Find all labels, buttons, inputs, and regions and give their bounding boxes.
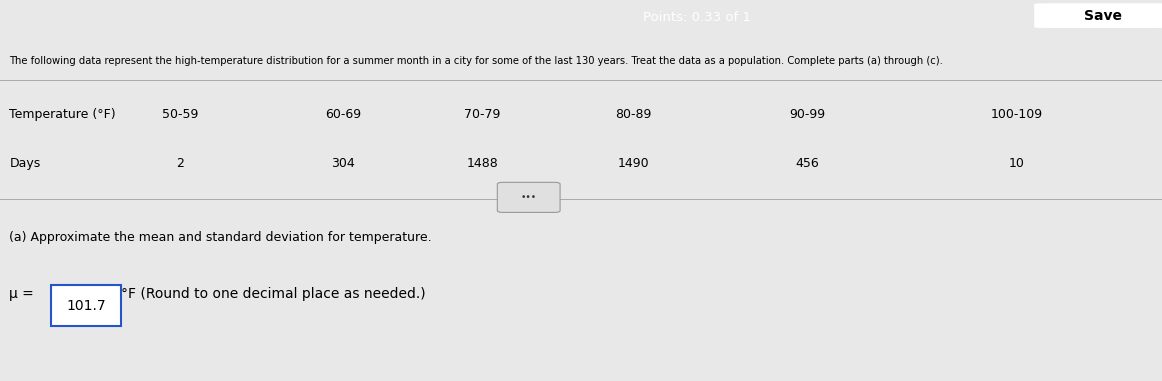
- Text: °F (Round to one decimal place as needed.): °F (Round to one decimal place as needed…: [121, 287, 425, 301]
- Text: μ =: μ =: [9, 287, 38, 301]
- FancyBboxPatch shape: [51, 285, 121, 327]
- Text: 90-99: 90-99: [789, 108, 826, 121]
- Text: The following data represent the high-temperature distribution for a summer mont: The following data represent the high-te…: [9, 56, 944, 66]
- Text: 456: 456: [796, 157, 819, 170]
- Text: 70-79: 70-79: [464, 108, 501, 121]
- Text: 100-109: 100-109: [991, 108, 1042, 121]
- Text: Points: 0.33 of 1: Points: 0.33 of 1: [644, 11, 751, 24]
- Text: 101.7: 101.7: [66, 299, 106, 313]
- Text: 10: 10: [1009, 157, 1025, 170]
- Text: (a) Approximate the mean and standard deviation for temperature.: (a) Approximate the mean and standard de…: [9, 231, 432, 243]
- Text: 1488: 1488: [466, 157, 498, 170]
- FancyBboxPatch shape: [497, 182, 560, 213]
- Text: •••: •••: [521, 193, 537, 202]
- Text: Save: Save: [1084, 9, 1121, 22]
- Text: 2: 2: [177, 157, 184, 170]
- Text: 1490: 1490: [617, 157, 650, 170]
- FancyBboxPatch shape: [1034, 3, 1162, 28]
- Text: Days: Days: [9, 157, 41, 170]
- Text: 50-59: 50-59: [162, 108, 199, 121]
- Text: 304: 304: [331, 157, 354, 170]
- Text: Temperature (°F): Temperature (°F): [9, 108, 116, 121]
- Text: 80-89: 80-89: [615, 108, 652, 121]
- Text: 60-69: 60-69: [324, 108, 361, 121]
